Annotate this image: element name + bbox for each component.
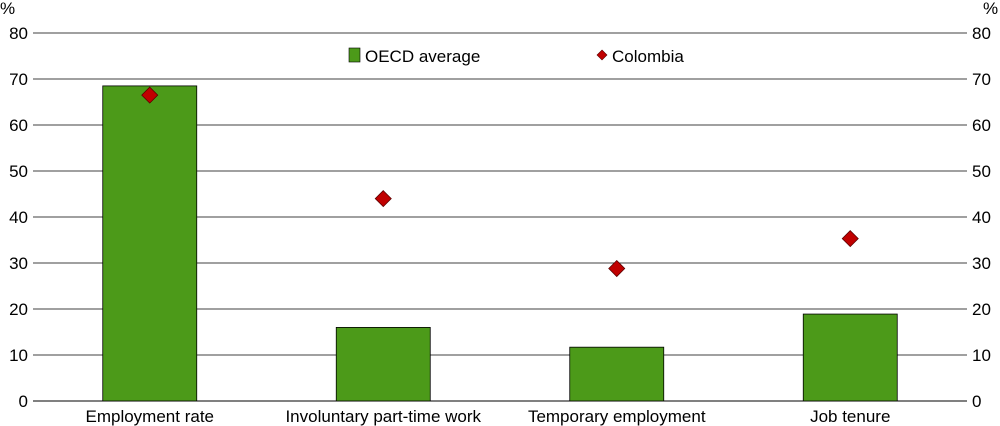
y-tick-label-right: 70: [972, 70, 991, 89]
y-tick-label-right: 10: [972, 346, 991, 365]
marker-colombia: [374, 190, 392, 208]
y-tick-label-left: 30: [9, 254, 28, 273]
bar-oecd-average: [102, 85, 198, 402]
y-tick-label-left: 40: [9, 208, 28, 227]
bar-oecd-average: [802, 313, 898, 402]
legend: OECD average Colombia: [348, 47, 684, 66]
y-tick-label-right: 50: [972, 162, 991, 181]
right-axis-unit: %: [983, 0, 998, 18]
y-tick-label-left: 20: [9, 300, 28, 319]
left-axis-tick-labels: 0 10 20 30 40 50 60 70 80: [9, 24, 28, 411]
bar-oecd-average: [335, 326, 431, 402]
legend-label-oecd-average: OECD average: [365, 47, 480, 66]
marker-colombia: [608, 259, 626, 278]
left-axis-unit: %: [0, 0, 15, 18]
category-label: Job tenure: [810, 407, 890, 426]
legend-swatch-colombia: [596, 49, 608, 61]
marker-colombia: [141, 86, 159, 104]
y-tick-label-left: 80: [9, 24, 28, 43]
y-tick-label-left: 0: [19, 392, 28, 411]
category-label: Employment rate: [86, 407, 215, 426]
legend-swatch-oecd-average: [348, 47, 361, 63]
y-tick-label-left: 50: [9, 162, 28, 181]
y-tick-label-right: 40: [972, 208, 991, 227]
category-label: Temporary employment: [528, 407, 706, 426]
category-labels: Employment rate Involuntary part-time wor…: [86, 407, 891, 426]
y-tick-label-right: 60: [972, 116, 991, 135]
y-tick-label-right: 30: [972, 254, 991, 273]
y-tick-label-left: 60: [9, 116, 28, 135]
y-tick-label-left: 70: [9, 70, 28, 89]
y-tick-label-right: 80: [972, 24, 991, 43]
y-tick-label-right: 0: [972, 392, 981, 411]
legend-label-colombia: Colombia: [612, 47, 684, 66]
bar-oecd-average: [569, 346, 665, 402]
markers: [141, 86, 859, 278]
bars: [102, 85, 898, 402]
y-tick-label-left: 10: [9, 346, 28, 365]
category-label: Involuntary part-time work: [285, 407, 481, 426]
marker-colombia: [841, 230, 859, 248]
right-axis-tick-labels: 0 10 20 30 40 50 60 70 80: [972, 24, 991, 411]
y-tick-label-right: 20: [972, 300, 991, 319]
